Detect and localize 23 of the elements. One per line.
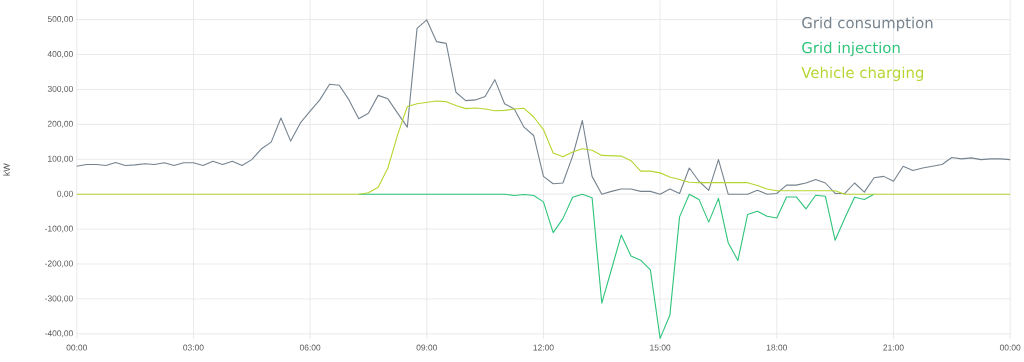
- x-tick-label: 00:00: [999, 344, 1021, 351]
- text: Grid injection: [802, 41, 900, 57]
- x-tick-label: 12:00: [533, 344, 554, 351]
- y-tick-label: -300,00: [45, 295, 73, 303]
- y-tick-label: 0,00: [57, 190, 73, 198]
- x-tick-label: 21:00: [883, 344, 904, 351]
- text: Vehicle charging: [801, 66, 924, 82]
- y-tick-label: -400,00: [45, 330, 73, 338]
- y-tick-label: 200,00: [47, 120, 73, 128]
- x-tick-label: 15:00: [650, 344, 671, 351]
- y-tick-label: 500,00: [47, 16, 73, 24]
- x-tick-label: 18:00: [766, 344, 788, 351]
- x-tick-label: 00:00: [66, 344, 87, 351]
- x-tick-label: 09:00: [416, 344, 437, 351]
- y-axis-title: kW: [3, 163, 10, 176]
- x-tick-label: 06:00: [299, 344, 321, 351]
- y-tick-label: -100,00: [45, 225, 73, 233]
- y-tick-label: 100,00: [48, 155, 73, 163]
- text: Grid consumption: [802, 16, 933, 32]
- y-tick-label: 400,00: [47, 51, 73, 58]
- x-tick-label: 03:00: [183, 344, 204, 351]
- y-tick-label: -200,00: [45, 260, 73, 268]
- y-tick-label: 300,00: [47, 85, 73, 93]
